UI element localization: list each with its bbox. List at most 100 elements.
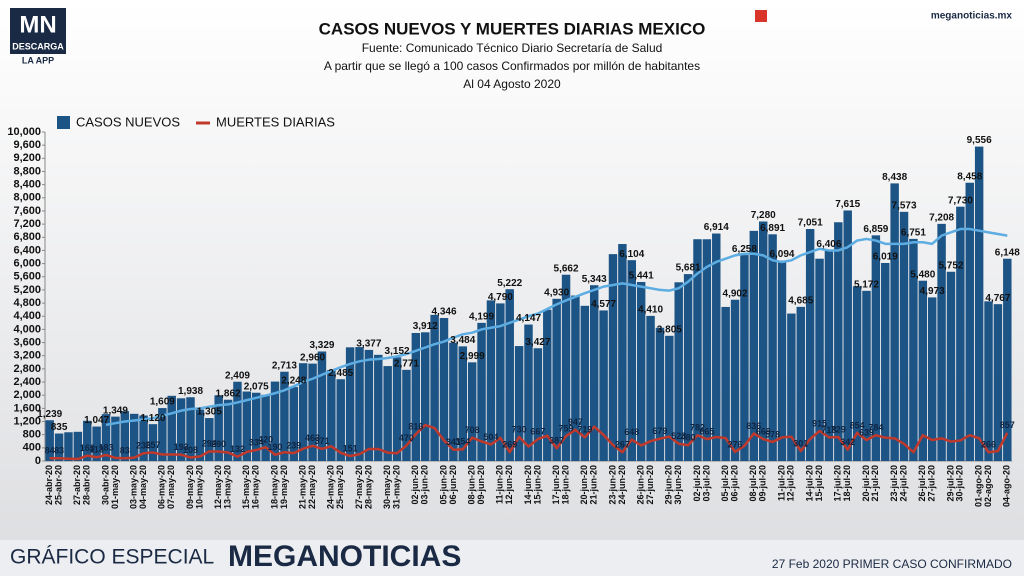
bar bbox=[148, 424, 158, 461]
bar bbox=[1003, 258, 1012, 461]
x-tick-label: 13-may-20 bbox=[222, 465, 232, 509]
data-label: 3,805 bbox=[657, 324, 682, 335]
x-tick-label: 21-jun-20 bbox=[589, 465, 599, 505]
bar bbox=[843, 210, 852, 461]
data-label: 151 bbox=[343, 443, 358, 453]
bar bbox=[195, 409, 205, 461]
icon bbox=[755, 10, 767, 22]
data-label: 6,914 bbox=[704, 222, 729, 233]
data-label: 7,051 bbox=[798, 218, 823, 229]
bar bbox=[890, 183, 899, 461]
data-label: 163 bbox=[80, 443, 95, 453]
data-label: 2,075 bbox=[244, 381, 269, 392]
data-label: 6,859 bbox=[863, 224, 888, 235]
bar bbox=[364, 349, 374, 461]
data-label: 84 bbox=[45, 446, 55, 456]
subtitle: Fuente: Comunicado Técnico Diario Secret… bbox=[362, 41, 663, 55]
x-tick-label: 14-jul-20 bbox=[805, 465, 815, 502]
data-label: 334 bbox=[249, 437, 264, 447]
data-label: 9,556 bbox=[967, 135, 992, 146]
bar bbox=[796, 306, 805, 461]
data-label: 857 bbox=[1000, 420, 1015, 430]
x-tick-label: 20-jun-20 bbox=[579, 465, 589, 505]
data-label: 782 bbox=[690, 423, 705, 433]
bar bbox=[449, 342, 458, 461]
x-tick-label: 09-may-20 bbox=[185, 465, 195, 509]
data-label: 2,409 bbox=[225, 370, 250, 381]
data-label: 83 bbox=[120, 446, 130, 456]
x-tick-label: 20-jul-20 bbox=[861, 465, 871, 502]
x-tick-label: 27-abr-20 bbox=[72, 465, 82, 505]
data-label: 523 bbox=[671, 431, 686, 441]
x-tick-label: 15-may-20 bbox=[241, 465, 251, 509]
data-label: 6,148 bbox=[995, 247, 1020, 258]
bar bbox=[974, 146, 984, 461]
subtitle: A partir que se llegó a 100 casos Confir… bbox=[324, 59, 700, 73]
y-tick-label: 8,400 bbox=[13, 179, 41, 191]
data-label: 5,681 bbox=[676, 263, 701, 274]
data-label: 679 bbox=[652, 426, 667, 436]
site: meganoticias.mx bbox=[931, 11, 1013, 22]
y-tick-label: 4,400 bbox=[13, 310, 41, 322]
data-label: 1,938 bbox=[178, 386, 203, 397]
bar bbox=[655, 327, 665, 461]
x-tick-label: 26-jun-20 bbox=[636, 465, 646, 505]
bar bbox=[317, 351, 327, 461]
x-tick-label: 24-may-20 bbox=[326, 465, 336, 509]
bar bbox=[561, 274, 571, 461]
bar bbox=[54, 433, 64, 461]
line bbox=[105, 227, 1008, 427]
data-label: 6,019 bbox=[873, 252, 898, 263]
bar bbox=[787, 313, 796, 461]
footer-brand: MEGANOTICIAS bbox=[228, 540, 461, 573]
bar bbox=[355, 347, 364, 461]
data-label: 6,891 bbox=[760, 223, 785, 234]
bar bbox=[205, 418, 214, 461]
bar bbox=[139, 415, 148, 461]
data-label: 5,343 bbox=[582, 274, 607, 285]
bar bbox=[83, 420, 92, 461]
bar bbox=[721, 306, 730, 461]
bar bbox=[214, 395, 223, 461]
y-tick-label: 5,600 bbox=[13, 271, 41, 283]
data-label: 354 bbox=[455, 437, 470, 447]
x-tick-label: 02-jun-20 bbox=[410, 465, 420, 505]
x-tick-label: 06-jul-20 bbox=[729, 465, 739, 502]
data-label: 668 bbox=[756, 426, 771, 436]
data-label: 4,199 bbox=[469, 311, 494, 322]
x-tick-label: 24-jun-20 bbox=[617, 465, 627, 505]
data-label: 759 bbox=[559, 423, 574, 433]
x-tick-label: 21-may-20 bbox=[298, 465, 308, 509]
x-tick-label: 30-may-20 bbox=[382, 465, 392, 509]
x-tick-label: 09-jun-20 bbox=[476, 465, 486, 505]
bar bbox=[402, 369, 411, 461]
data-label: 718 bbox=[821, 425, 836, 435]
bar bbox=[693, 239, 702, 461]
x-tick-label: 29-jun-20 bbox=[664, 465, 674, 505]
bar bbox=[815, 258, 824, 461]
bar bbox=[270, 381, 280, 461]
bar bbox=[158, 408, 167, 461]
x-tick-label: 06-may-20 bbox=[157, 465, 167, 509]
logo-app: LA APP bbox=[22, 55, 54, 65]
bar bbox=[899, 211, 909, 461]
data-label: 463 bbox=[305, 433, 320, 443]
legend-label: CASOS NUEVOS bbox=[76, 114, 180, 129]
bar bbox=[242, 391, 252, 461]
bar bbox=[543, 309, 552, 461]
data-label: 5,222 bbox=[497, 278, 522, 289]
x-tick-label: 30-abr-20 bbox=[100, 465, 110, 505]
x-tick-label: 28-abr-20 bbox=[82, 465, 92, 505]
data-label: 1,120 bbox=[140, 413, 165, 424]
bar bbox=[618, 244, 627, 461]
x-tick-label: 27-may-20 bbox=[354, 465, 364, 509]
x-tick-label: 09-jul-20 bbox=[758, 465, 768, 502]
x-tick-label: 08-jun-20 bbox=[467, 465, 477, 505]
bar bbox=[280, 371, 289, 461]
footer-right: 27 Feb 2020 PRIMER CASO CONFIRMADO bbox=[772, 557, 1012, 571]
y-tick-label: 3,200 bbox=[13, 350, 41, 362]
bar bbox=[129, 413, 139, 461]
data-label: 276 bbox=[728, 439, 743, 449]
bar bbox=[571, 295, 580, 461]
bar bbox=[805, 229, 815, 461]
